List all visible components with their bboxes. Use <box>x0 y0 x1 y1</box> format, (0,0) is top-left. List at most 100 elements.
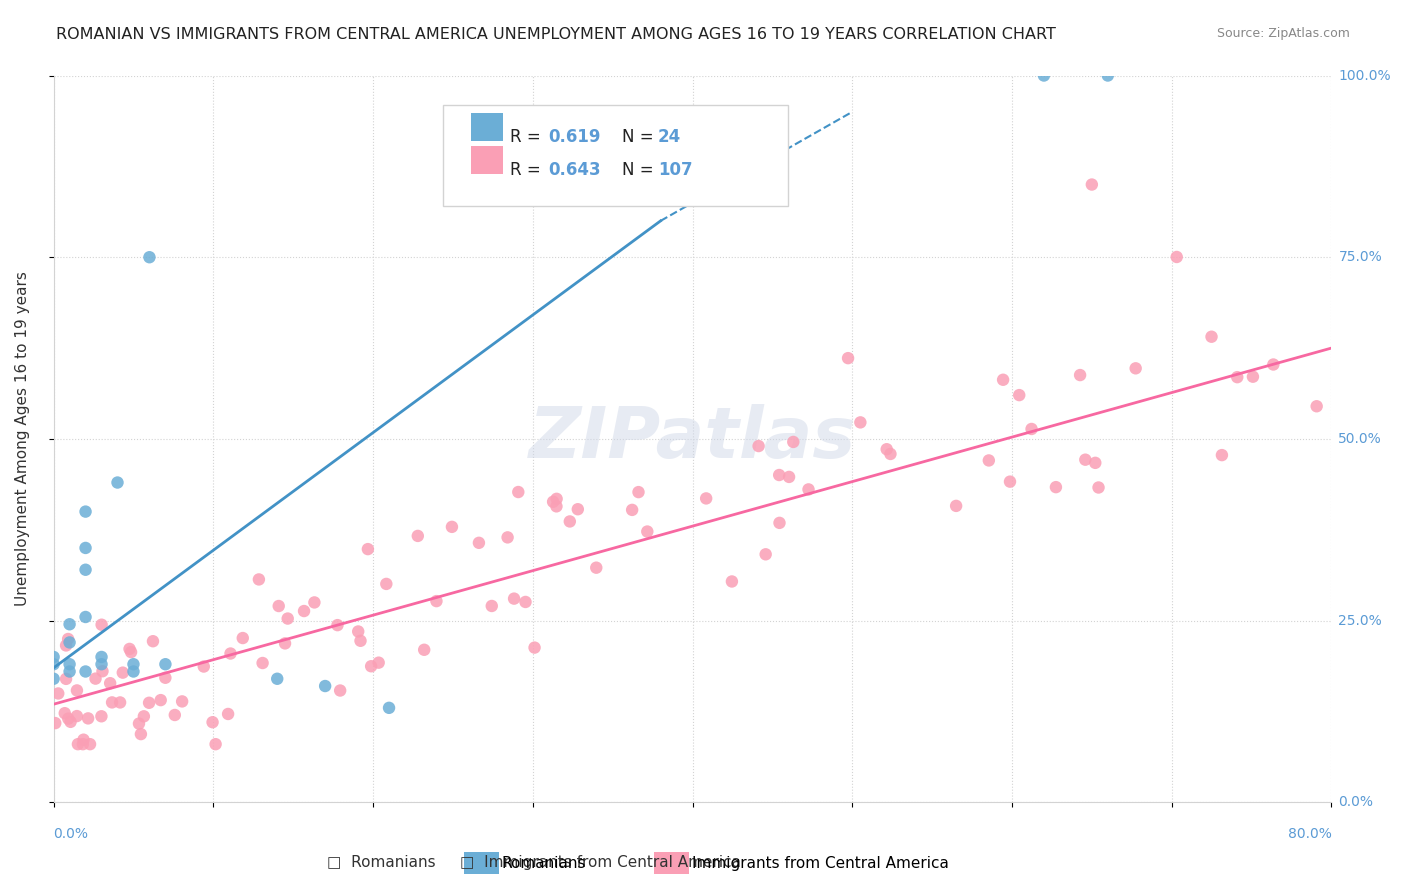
Immigrants from Central America <box>274 636 297 650</box>
Immigrants from Central America <box>945 499 967 513</box>
Immigrants from Central America <box>481 599 503 613</box>
Immigrants from Central America <box>721 574 744 589</box>
Immigrants from Central America <box>1084 456 1107 470</box>
Romanians <box>58 635 80 649</box>
Immigrants from Central America <box>406 529 429 543</box>
Immigrants from Central America <box>425 594 447 608</box>
Text: N =: N = <box>623 128 659 146</box>
Immigrants from Central America <box>98 676 121 690</box>
Immigrants from Central America <box>66 683 89 698</box>
Text: 0.619: 0.619 <box>548 128 600 146</box>
Romanians <box>1097 69 1119 83</box>
Immigrants from Central America <box>1211 448 1233 462</box>
Immigrants from Central America <box>1166 250 1188 264</box>
Romanians <box>138 250 160 264</box>
Immigrants from Central America <box>695 491 717 506</box>
Immigrants from Central America <box>292 604 315 618</box>
Immigrants from Central America <box>755 547 778 561</box>
Immigrants from Central America <box>837 351 859 366</box>
Immigrants from Central America <box>636 524 658 539</box>
Immigrants from Central America <box>252 656 274 670</box>
Text: 75.0%: 75.0% <box>1339 251 1382 264</box>
Immigrants from Central America <box>879 447 901 461</box>
Immigrants from Central America <box>91 664 114 678</box>
Immigrants from Central America <box>84 672 107 686</box>
Romanians <box>155 657 177 672</box>
Immigrants from Central America <box>849 416 872 430</box>
Romanians <box>58 657 80 672</box>
Romanians <box>266 672 288 686</box>
Text: 0.0%: 0.0% <box>53 827 89 841</box>
Immigrants from Central America <box>375 577 398 591</box>
Immigrants from Central America <box>1081 178 1104 192</box>
Immigrants from Central America <box>120 645 142 659</box>
Immigrants from Central America <box>247 573 270 587</box>
Immigrants from Central America <box>90 617 112 632</box>
Immigrants from Central America <box>59 714 82 729</box>
Romanians <box>122 657 145 672</box>
Immigrants from Central America <box>118 641 141 656</box>
Immigrants from Central America <box>72 732 94 747</box>
Romanians <box>58 665 80 679</box>
Romanians <box>58 617 80 632</box>
Immigrants from Central America <box>349 633 371 648</box>
Immigrants from Central America <box>357 542 380 557</box>
Immigrants from Central America <box>46 686 69 700</box>
Immigrants from Central America <box>1069 368 1091 382</box>
Immigrants from Central America <box>440 520 463 534</box>
FancyBboxPatch shape <box>471 113 503 141</box>
Immigrants from Central America <box>1305 399 1327 413</box>
Immigrants from Central America <box>219 647 242 661</box>
Immigrants from Central America <box>329 683 352 698</box>
Immigrants from Central America <box>163 708 186 723</box>
Immigrants from Central America <box>90 709 112 723</box>
Immigrants from Central America <box>1263 358 1285 372</box>
Text: ROMANIAN VS IMMIGRANTS FROM CENTRAL AMERICA UNEMPLOYMENT AMONG AGES 16 TO 19 YEA: ROMANIAN VS IMMIGRANTS FROM CENTRAL AMER… <box>56 27 1056 42</box>
Text: 24: 24 <box>658 128 682 146</box>
Immigrants from Central America <box>149 693 172 707</box>
Immigrants from Central America <box>193 659 215 673</box>
Immigrants from Central America <box>1008 388 1031 402</box>
Immigrants from Central America <box>621 503 644 517</box>
Text: 0.643: 0.643 <box>548 161 600 179</box>
Text: N =: N = <box>623 161 659 179</box>
Romanians <box>75 610 97 624</box>
Immigrants from Central America <box>66 737 89 751</box>
Text: 107: 107 <box>658 161 693 179</box>
Immigrants from Central America <box>748 439 770 453</box>
Romanians <box>314 679 336 693</box>
Romanians <box>42 672 65 686</box>
Immigrants from Central America <box>72 737 94 751</box>
Immigrants from Central America <box>142 634 165 648</box>
Romanians <box>75 665 97 679</box>
Text: 25.0%: 25.0% <box>1339 614 1382 628</box>
Immigrants from Central America <box>1087 481 1109 495</box>
Text: 80.0%: 80.0% <box>1288 827 1331 841</box>
Text: 0.0%: 0.0% <box>1339 796 1374 809</box>
Immigrants from Central America <box>128 716 150 731</box>
Immigrants from Central America <box>876 442 898 457</box>
Text: 50.0%: 50.0% <box>1339 432 1382 446</box>
Romanians <box>1032 69 1054 83</box>
Immigrants from Central America <box>129 727 152 741</box>
Immigrants from Central America <box>138 696 160 710</box>
Romanians <box>107 475 129 490</box>
Text: Source: ZipAtlas.com: Source: ZipAtlas.com <box>1216 27 1350 40</box>
Y-axis label: Unemployment Among Ages 16 to 19 years: Unemployment Among Ages 16 to 19 years <box>15 271 30 607</box>
Romanians <box>75 541 97 555</box>
Romanians <box>75 563 97 577</box>
Immigrants from Central America <box>991 373 1014 387</box>
Immigrants from Central America <box>232 631 254 645</box>
Immigrants from Central America <box>1241 369 1264 384</box>
Immigrants from Central America <box>204 737 226 751</box>
Romanians <box>122 665 145 679</box>
Romanians <box>42 657 65 672</box>
Immigrants from Central America <box>56 632 79 646</box>
Immigrants from Central America <box>1074 452 1097 467</box>
Immigrants from Central America <box>77 711 100 725</box>
Immigrants from Central America <box>413 642 436 657</box>
Immigrants from Central America <box>277 611 299 625</box>
Text: Immigrants from Central America: Immigrants from Central America <box>692 856 949 871</box>
Immigrants from Central America <box>1226 370 1249 384</box>
Romanians <box>42 650 65 665</box>
